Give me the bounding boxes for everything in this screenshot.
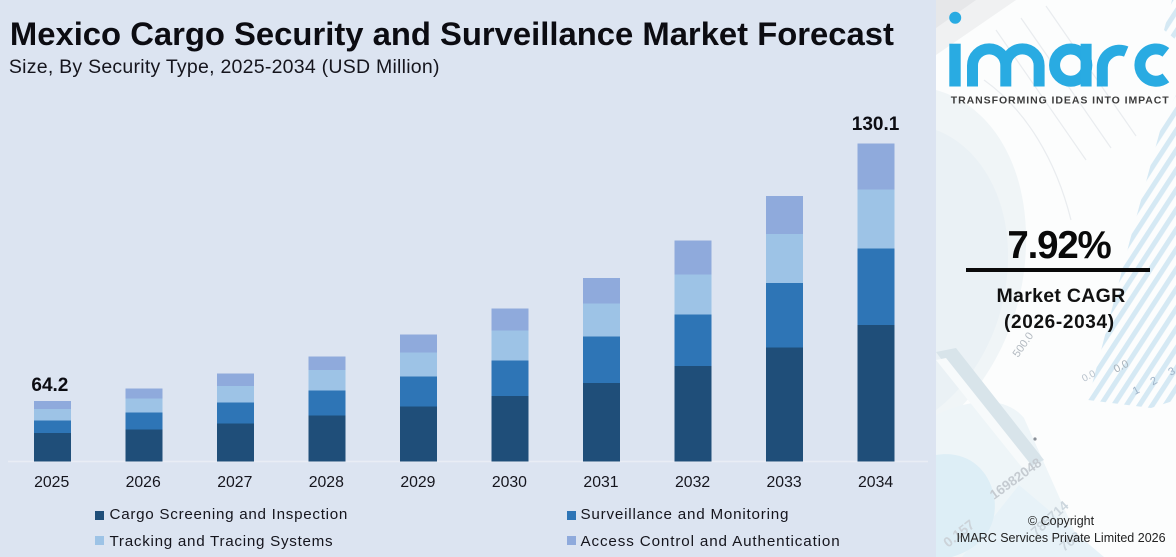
svg-text:TRANSFORMING IDEAS INTO IMPACT: TRANSFORMING IDEAS INTO IMPACT bbox=[951, 94, 1170, 106]
